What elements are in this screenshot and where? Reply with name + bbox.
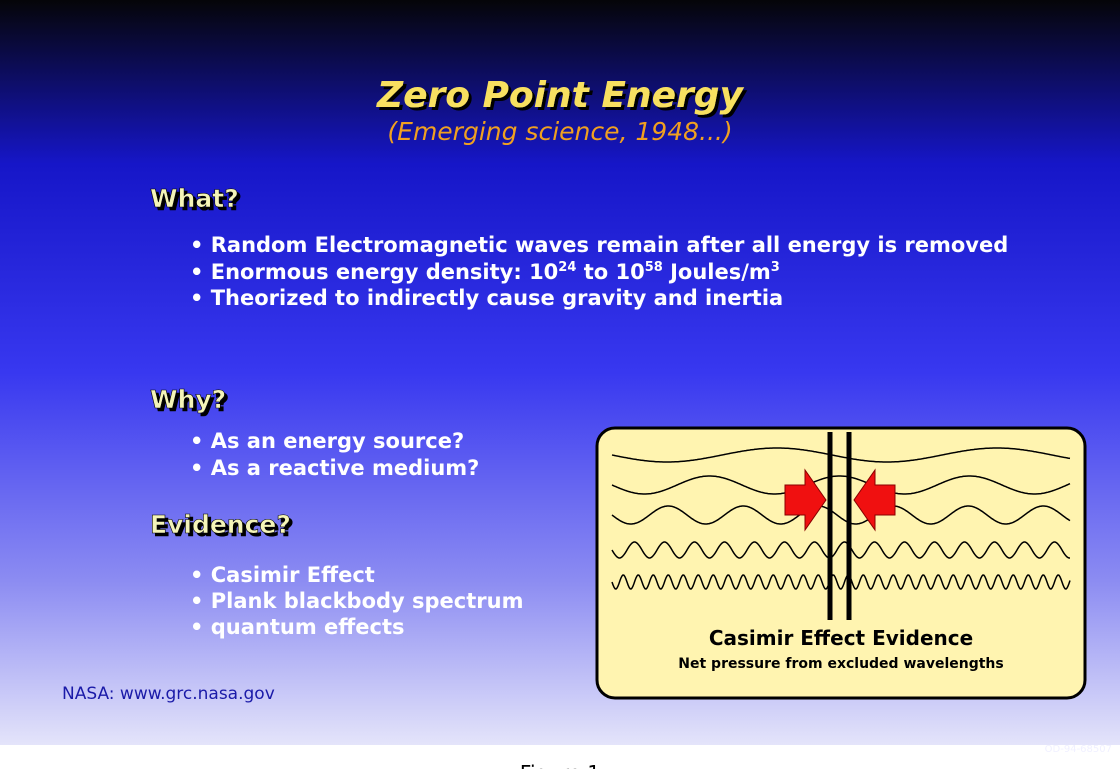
bullet: • As a reactive medium? [190, 456, 479, 480]
subtitle: (Emerging science, 1948...) [387, 117, 732, 146]
bullet: • As an energy source? [190, 429, 464, 453]
bullet-part: • Enormous energy density: 10 [190, 260, 558, 284]
wave [611, 447, 1071, 463]
figure-label: Figure 1 [520, 761, 600, 769]
wave [611, 505, 1071, 525]
superscript: 58 [645, 260, 663, 275]
caption: Casimir Effect Evidence [709, 626, 973, 650]
bullet: • Enormous energy density: 1024 to 1058 … [190, 260, 780, 284]
diagram-box [595, 426, 1087, 700]
bullet: • quantum effects [190, 615, 405, 639]
bullet: • Random Electromagnetic waves remain af… [190, 233, 1008, 257]
arrow [784, 468, 827, 532]
heading: Why? [150, 385, 226, 414]
heading: Evidence? [150, 510, 291, 539]
wave [611, 574, 1071, 590]
bullet: • Casimir Effect [190, 563, 375, 587]
heading: What? [150, 184, 239, 213]
superscript: 3 [771, 260, 780, 275]
subcaption: Net pressure from excluded wavelengths [678, 656, 1003, 672]
source: NASA: www.grc.nasa.gov [62, 684, 275, 704]
bullet-part: Joules/m [663, 260, 771, 284]
title: Zero Point Energy [376, 75, 745, 116]
wave [611, 475, 1071, 495]
wave [611, 541, 1070, 559]
bullet: • Plank blackbody spectrum [190, 589, 523, 613]
bullet: • Theorized to indirectly cause gravity … [190, 286, 783, 310]
diagram: Casimir Effect Evidence Net pressure fro… [595, 426, 1087, 700]
code: OD-94-68507 [1045, 744, 1112, 755]
arrow [853, 468, 896, 532]
bullet-part: to 10 [576, 260, 644, 284]
superscript: 24 [558, 260, 576, 275]
